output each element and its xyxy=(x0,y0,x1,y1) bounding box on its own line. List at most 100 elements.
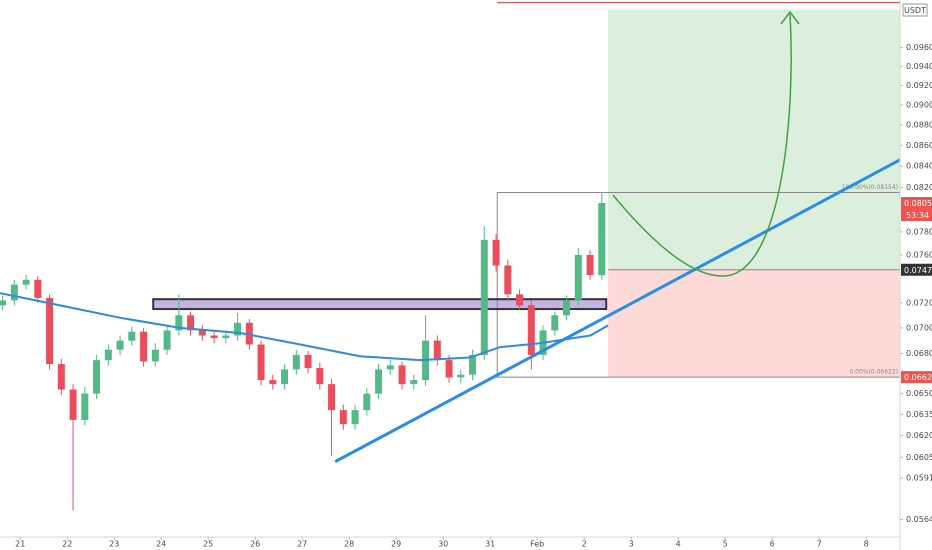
candle-body xyxy=(504,265,512,295)
candle-body xyxy=(234,322,242,336)
stop-price-box xyxy=(901,371,932,384)
candle-body xyxy=(292,354,300,370)
target-zone xyxy=(608,9,900,270)
candle-body xyxy=(375,369,383,394)
candle-body xyxy=(93,360,101,394)
candle-body xyxy=(34,279,42,298)
candle-body xyxy=(257,344,265,381)
candle-body xyxy=(22,279,30,285)
x-tick-label: 2 xyxy=(582,540,587,549)
arrow-head xyxy=(780,10,800,25)
candle-body xyxy=(492,239,500,266)
candle-body xyxy=(269,380,277,385)
candle-body xyxy=(398,365,406,385)
x-tick-label: 7 xyxy=(817,540,822,549)
candle-body xyxy=(457,374,465,378)
candle-body xyxy=(187,315,195,331)
x-tick-label: 28 xyxy=(344,540,354,549)
moving-average xyxy=(0,292,609,362)
currency: USDT xyxy=(904,6,926,15)
candle-body xyxy=(386,365,394,370)
x-tick-label: 5 xyxy=(723,540,728,549)
x-tick-label: 27 xyxy=(297,540,307,549)
plot-area: 100.00%(0.08154) 0.00%(0.06622) xyxy=(0,2,901,511)
x-tick-label: 3 xyxy=(629,540,634,549)
candle-body xyxy=(151,349,159,362)
entry-price-box xyxy=(901,263,932,276)
x-tick-label: 30 xyxy=(438,540,448,549)
candle-body xyxy=(516,294,524,306)
candle-body xyxy=(81,393,89,420)
candle-body xyxy=(140,331,148,362)
projection-arrow xyxy=(612,13,792,277)
candle-body xyxy=(316,368,324,385)
fib-low-label: 0.00%(0.06622) xyxy=(849,369,898,376)
candle-body xyxy=(128,331,136,341)
candle-body xyxy=(363,393,371,411)
countdown-box xyxy=(901,209,932,222)
candle-body xyxy=(163,330,171,350)
candle-body xyxy=(10,284,18,301)
x-tick-label: Feb xyxy=(530,540,544,549)
candle-body xyxy=(328,384,336,411)
candle-body xyxy=(351,410,359,425)
x-tick-label: 26 xyxy=(250,540,260,549)
candle-body xyxy=(46,297,54,365)
candle-body xyxy=(433,340,441,361)
candle-body xyxy=(304,354,312,369)
x-tick-label: 24 xyxy=(156,540,166,549)
x-tick-label: 21 xyxy=(15,540,25,549)
candle-body xyxy=(586,254,594,275)
candle-body xyxy=(339,410,347,425)
candle-body xyxy=(551,315,559,331)
y-tick-label: 0.05640 xyxy=(906,515,932,524)
candle-body xyxy=(198,330,206,336)
x-tick-label: 6 xyxy=(770,540,775,549)
candle-body xyxy=(104,349,112,361)
x-tick-label: 31 xyxy=(485,540,495,549)
x-tick-label: 29 xyxy=(391,540,401,549)
x-tick-label: 8 xyxy=(864,540,869,549)
stop-price: 0.06622 xyxy=(904,373,932,382)
entry-price: 0.07474 xyxy=(904,266,932,275)
last-price: 0.08058 xyxy=(904,199,932,208)
x-tick-label: 22 xyxy=(62,540,72,549)
x-tick-label: 4 xyxy=(676,540,681,549)
x-tick-label: 23 xyxy=(109,540,119,549)
candle-body xyxy=(563,300,571,316)
fib-high-label: 100.00%(0.08154) xyxy=(842,184,898,191)
candle-body xyxy=(222,335,230,339)
candle-body xyxy=(0,300,7,306)
candle-body xyxy=(116,340,124,350)
currency-box xyxy=(902,3,928,17)
candle-body xyxy=(480,239,488,355)
stop-zone xyxy=(608,269,900,378)
trendline xyxy=(334,158,901,464)
candle-body xyxy=(410,380,418,385)
candle-body xyxy=(574,254,582,301)
candle-body xyxy=(445,360,453,378)
candle-body xyxy=(598,203,606,275)
resistance-zone xyxy=(152,298,608,311)
last-price-box xyxy=(901,197,932,210)
candle-body xyxy=(245,322,253,345)
candle-body xyxy=(469,354,477,375)
candle-body xyxy=(57,364,65,390)
